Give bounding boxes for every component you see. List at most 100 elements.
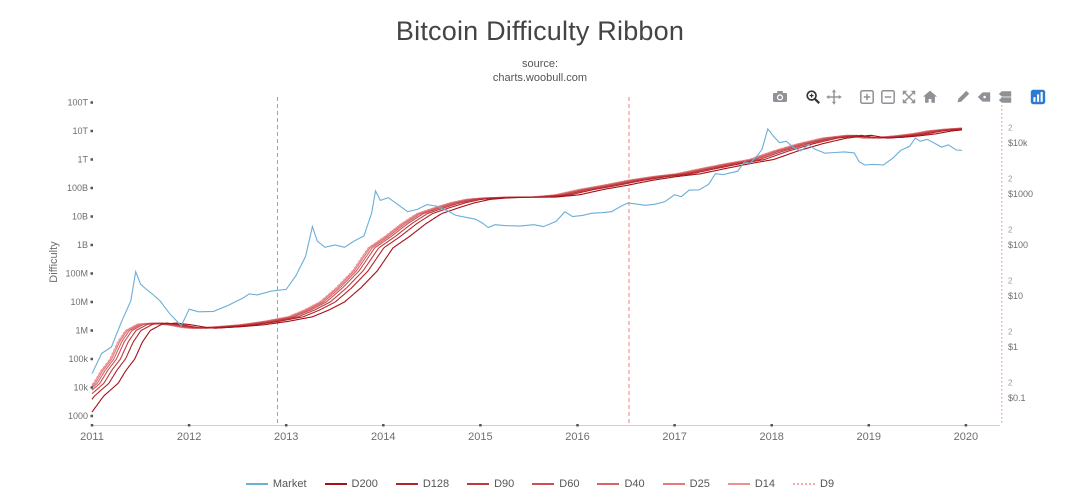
chart-source-label: source:: [521, 58, 559, 70]
legend-label: D14: [754, 478, 776, 490]
legend-label: D200: [351, 478, 378, 490]
x-axis-tick-label: 2013: [274, 431, 298, 443]
ribbon-line-d25: [91, 127, 963, 387]
legend-label: D25: [689, 478, 710, 490]
y-right-minor-tick-label: 2: [1008, 124, 1013, 133]
y-left-tick-mark: [90, 215, 93, 218]
zoom-out-icon: [880, 90, 895, 104]
chart-title: Bitcoin Difficulty Ribbon: [395, 16, 685, 46]
autoscale-icon: [902, 90, 915, 104]
x-axis-tick-label: 2012: [177, 431, 201, 443]
modebar-button-zoom-out[interactable]: [877, 88, 898, 106]
x-axis-tick-mark: [284, 424, 288, 427]
legend-item-d40[interactable]: D40: [597, 478, 645, 490]
legend-item-d200[interactable]: D200: [324, 478, 378, 490]
y-right-minor-tick-label: 2: [1008, 328, 1013, 337]
modebar-button-camera[interactable]: [769, 88, 790, 106]
y-right-tick-label: $1: [1008, 342, 1018, 352]
modebar-button-autoscale[interactable]: [898, 88, 919, 106]
legend-label: D90: [494, 478, 515, 490]
x-axis-tick-label: 2014: [371, 431, 395, 443]
x-axis-tick-label: 2018: [759, 431, 783, 443]
ribbon-line-d40: [91, 127, 962, 389]
y-left-tick-label: 100T: [67, 98, 88, 108]
legend-label: D40: [624, 478, 645, 490]
x-axis-tick-label: 2019: [857, 431, 881, 443]
y-right-tick-label: $10k: [1008, 138, 1028, 148]
y-left-tick-mark: [90, 414, 93, 418]
y-left-tick-label: 10k: [73, 383, 88, 393]
modebar-button-toggle-spikelines[interactable]: [952, 88, 973, 106]
y-left-tick-label: 100M: [65, 269, 88, 279]
y-left-tick-mark: [90, 300, 93, 304]
x-axis-tick-mark: [479, 424, 482, 427]
y-left-tick-label: 10T: [72, 126, 88, 136]
y-left-tick-mark: [90, 158, 93, 161]
modebar-group: [802, 88, 844, 106]
legend-item-d90[interactable]: D90: [467, 478, 514, 490]
x-axis-tick-mark: [964, 424, 968, 427]
camera-icon: [772, 91, 787, 102]
modebar-button-zoom-in[interactable]: [856, 88, 877, 106]
y-left-tick-label: 1M: [75, 326, 88, 336]
y-left-tick-label: 1000: [68, 411, 88, 421]
x-axis-tick-mark: [382, 424, 385, 427]
modebar-group: [856, 88, 940, 106]
y-right-tick-label: $100: [1008, 240, 1028, 250]
y-left-tick-label: 1T: [77, 155, 88, 165]
legend-item-d128[interactable]: D128: [395, 478, 450, 490]
y-left-tick-label: 1B: [77, 240, 88, 250]
modebar-group: [769, 88, 790, 106]
modebar-button-plotly-logo[interactable]: [1027, 88, 1048, 106]
ribbon-line-d60: [91, 127, 963, 391]
reset-axes-icon: [922, 90, 937, 103]
x-axis-tick-mark: [673, 424, 676, 427]
x-axis-tick-mark: [90, 424, 94, 427]
modebar-group: [952, 88, 1015, 106]
x-axis-tick-mark: [867, 424, 871, 427]
x-axis-tick-label: 2017: [662, 431, 686, 443]
hover-compare-icon: [998, 91, 1011, 103]
y-left-tick-mark: [90, 129, 93, 133]
y-left-tick-label: 100k: [68, 354, 88, 364]
y-right-tick-label: $0.1: [1008, 393, 1026, 403]
legend-label: D9: [820, 478, 835, 490]
modebar-button-reset-axes[interactable]: [919, 88, 940, 106]
legend-swatch: [532, 483, 555, 485]
modebar-button-hover-compare[interactable]: [994, 88, 1015, 106]
y-left-tick-label: 10M: [70, 297, 88, 307]
legend-item-d60[interactable]: D60: [532, 478, 579, 490]
legend-item-d25[interactable]: D25: [662, 478, 710, 490]
legend-swatch: [662, 483, 685, 485]
chart-source-text: charts.woobull.com: [492, 72, 588, 84]
chart-subtitle: source: charts.woobull.com: [0, 57, 1080, 85]
y-left-tick-label: 10B: [72, 212, 88, 222]
y-left-tick-mark: [90, 329, 93, 332]
legend-swatch: [597, 483, 620, 485]
x-axis-tick-label: 2016: [565, 431, 589, 443]
legend-item-market[interactable]: Market: [245, 478, 307, 490]
plotly-logo-icon: [1030, 89, 1045, 105]
ribbon-line-d9: [91, 127, 962, 385]
legend-item-d9[interactable]: D9: [793, 478, 834, 490]
legend-label: Market: [272, 478, 307, 490]
hover-closest-icon: [977, 92, 990, 102]
modebar-button-zoom[interactable]: [802, 88, 823, 106]
y-left-tick-label: 100B: [67, 183, 88, 193]
y-right-tick-label: $10: [1008, 291, 1023, 301]
ribbon-line-d14: [91, 127, 962, 386]
ribbon-line-d90: [91, 128, 963, 395]
x-axis-tick-label: 2015: [468, 431, 492, 443]
legend-item-d14[interactable]: D14: [727, 478, 776, 490]
y-right-minor-tick-label: 2: [1008, 379, 1013, 388]
y-right-minor-tick-label: 2: [1008, 226, 1013, 235]
ribbon-line-d200: [91, 129, 963, 413]
y-left-tick-mark: [90, 357, 93, 361]
toggle-spikelines-icon: [957, 90, 969, 103]
legend-label: D128: [422, 478, 450, 490]
y-axis-title: Difficulty: [48, 241, 60, 283]
modebar-button-hover-closest[interactable]: [973, 88, 994, 106]
modebar-button-pan[interactable]: [823, 88, 844, 106]
